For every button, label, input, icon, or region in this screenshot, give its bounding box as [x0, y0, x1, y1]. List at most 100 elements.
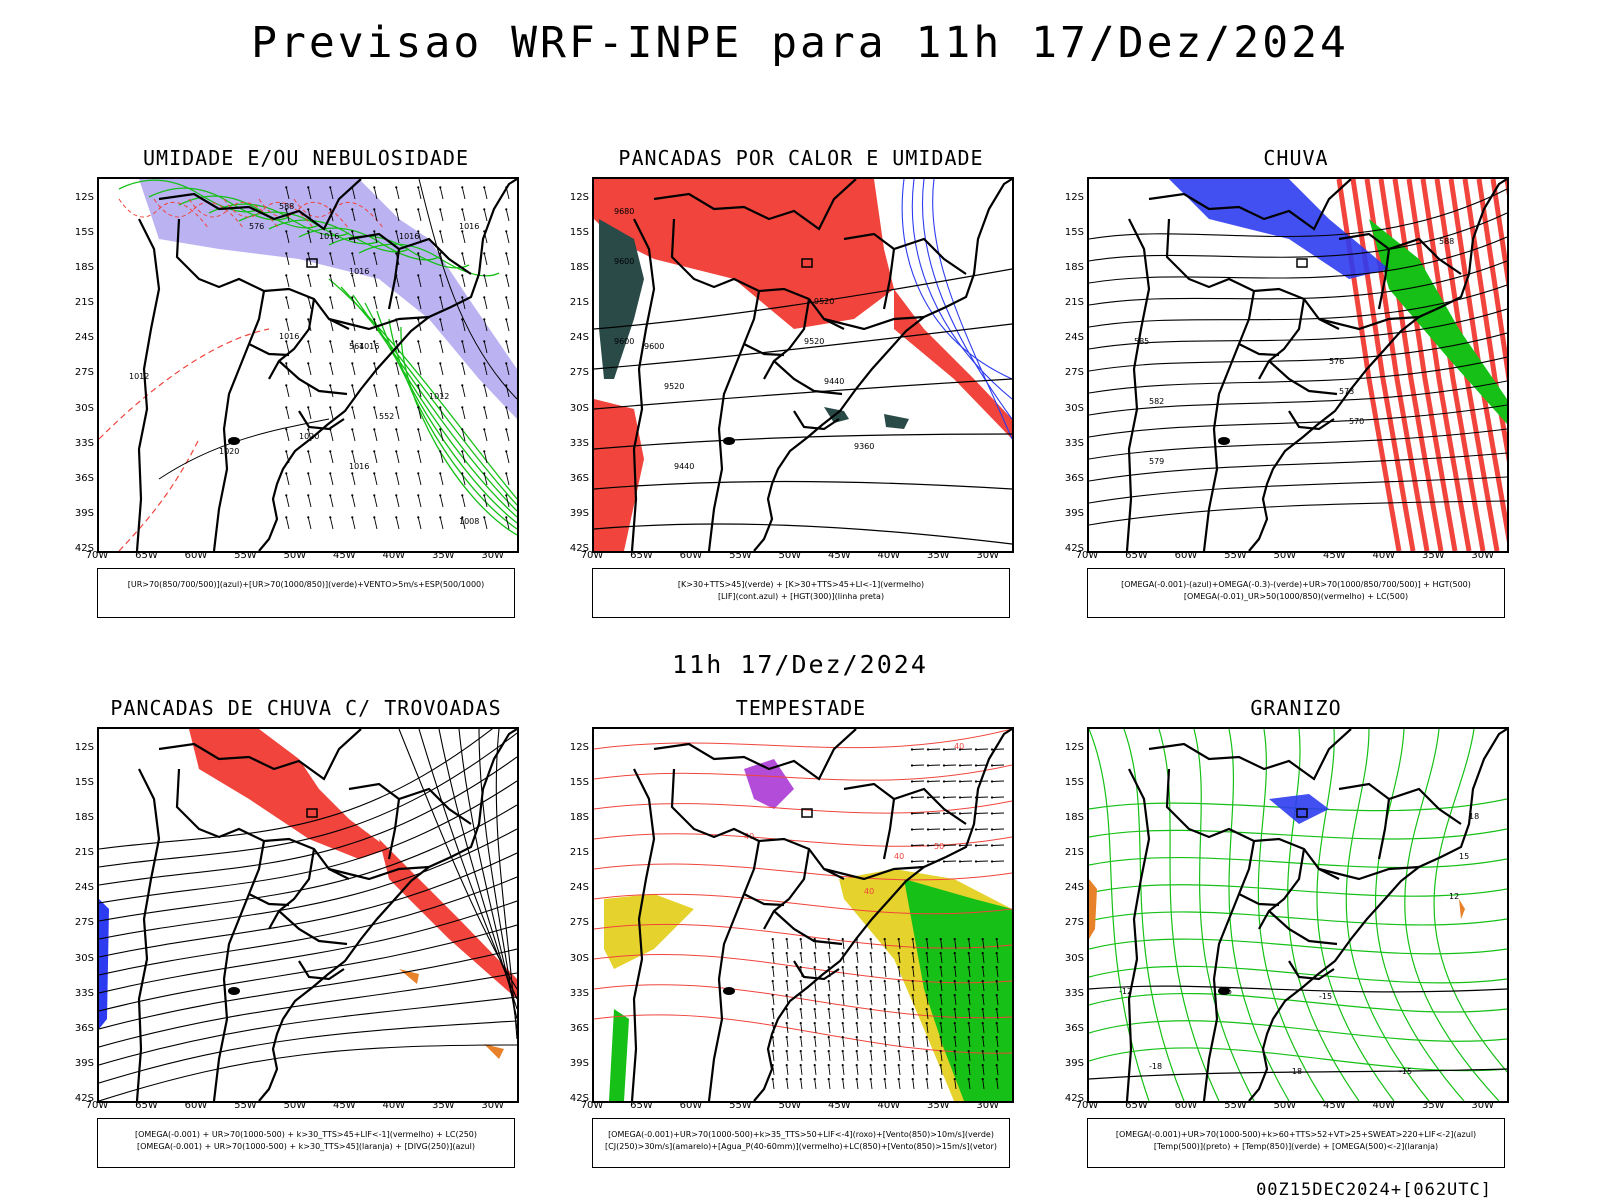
wind-vector [953, 1035, 956, 1039]
thickness-contour-red [99, 328, 270, 440]
wind-vector [841, 1007, 844, 1011]
contour-label: 1020 [299, 432, 319, 441]
longitude-label: 60W [679, 1100, 703, 1111]
wind-vector [461, 297, 466, 310]
wind-vector [461, 275, 466, 288]
temp-850-contour [1089, 911, 1507, 926]
temp-850-contour [1089, 884, 1507, 897]
wind-vector [373, 406, 376, 409]
wind-vector [505, 296, 508, 299]
longitude-label: 35W [1421, 550, 1445, 561]
latitude-label: 15S [569, 777, 589, 789]
latitude-label: 42S [74, 1093, 94, 1104]
wind-vector [307, 451, 312, 464]
wind-vector [439, 451, 444, 464]
contour-label: 9600 [614, 257, 634, 266]
wind-vector [827, 1063, 830, 1067]
wind-vector [953, 1063, 956, 1067]
lifted-index-contour [901, 179, 1012, 380]
wind-vector [505, 384, 508, 387]
wind-vector [910, 844, 914, 847]
humidity-contour-green [400, 326, 517, 536]
country-border [823, 865, 925, 881]
wind-vector [483, 253, 488, 266]
wind-vector [827, 1007, 830, 1011]
wind-vector [417, 428, 420, 431]
panel-title: GRANIZO [1250, 696, 1342, 720]
wind-vector [373, 450, 376, 453]
latitude-label: 27S [569, 367, 589, 379]
latitude-label: 12S [569, 742, 589, 753]
latitude-label: 33S [1064, 987, 1084, 999]
latitude-label: 21S [1064, 847, 1084, 859]
streamline [99, 876, 517, 976]
wind-vector [351, 318, 354, 321]
wind-vector [439, 472, 442, 475]
wind-vector [329, 473, 334, 486]
city-marker [1296, 258, 1308, 268]
longitude-label: 55W [1224, 1100, 1247, 1111]
wind-vector [351, 428, 354, 431]
wind-vector [841, 965, 844, 969]
wind-vector [373, 495, 378, 508]
wind-vector [505, 385, 510, 398]
wind-vector [828, 995, 831, 1006]
country-border [1202, 840, 1256, 1101]
wind-vector [926, 1065, 929, 1076]
wind-vector [439, 318, 442, 321]
wind-vector [461, 341, 466, 354]
wind-vector [329, 494, 332, 497]
wind-vector [841, 937, 844, 941]
wind-vector [841, 951, 844, 955]
wind-vector [395, 451, 400, 464]
wind-vector [285, 495, 290, 508]
latitude-label: 42S [569, 543, 589, 554]
longitude-label: 40W [382, 550, 406, 561]
wind-vector [439, 363, 444, 376]
wind-vector [912, 953, 915, 964]
wind-vector [869, 979, 872, 983]
wind-vector [958, 812, 962, 815]
contour-label: 1016 [349, 462, 369, 471]
wind-vector [307, 473, 312, 486]
streamline [1089, 260, 1507, 306]
longitude-label: 50W [283, 550, 307, 561]
wind-vector [912, 995, 915, 1006]
wind-vector [953, 965, 956, 969]
country-border [1258, 848, 1306, 930]
wind-vector [939, 993, 942, 997]
wind-vector [461, 319, 466, 332]
wind-vector [897, 1035, 900, 1039]
wind-vector [898, 1009, 901, 1020]
wind-vector [910, 748, 914, 751]
wind-vector [990, 860, 994, 863]
wind-vector [329, 363, 334, 376]
height-300-contour [594, 323, 1012, 370]
longitude-label: 30W [1471, 550, 1495, 561]
wind-vector [827, 1049, 830, 1053]
wind-vector [785, 1049, 788, 1053]
wind-vector [799, 965, 802, 969]
wind-vector [351, 363, 356, 376]
longitude-label: 70W [1075, 550, 1099, 561]
wind-vector [883, 1021, 886, 1025]
streamline [1089, 356, 1507, 394]
wind-vector [439, 208, 442, 211]
country-border [1288, 960, 1335, 981]
country-border [630, 218, 656, 551]
latitude-label: 18S [569, 262, 589, 274]
wind-vector [814, 1065, 817, 1076]
wind-vector [439, 230, 442, 233]
wind-vector [897, 1021, 900, 1025]
wind-vector [842, 1065, 845, 1076]
rain-omega-green [1369, 219, 1507, 424]
wind-vector [395, 296, 398, 299]
wind-vector [995, 965, 998, 969]
lagoon-mark [723, 987, 735, 995]
wind-vector [439, 296, 442, 299]
contour-label: 573 [1339, 387, 1354, 396]
wind-vector [785, 1077, 788, 1081]
wind-vector [982, 967, 985, 978]
wind-vector [911, 1035, 914, 1039]
wind-vector [855, 951, 858, 955]
